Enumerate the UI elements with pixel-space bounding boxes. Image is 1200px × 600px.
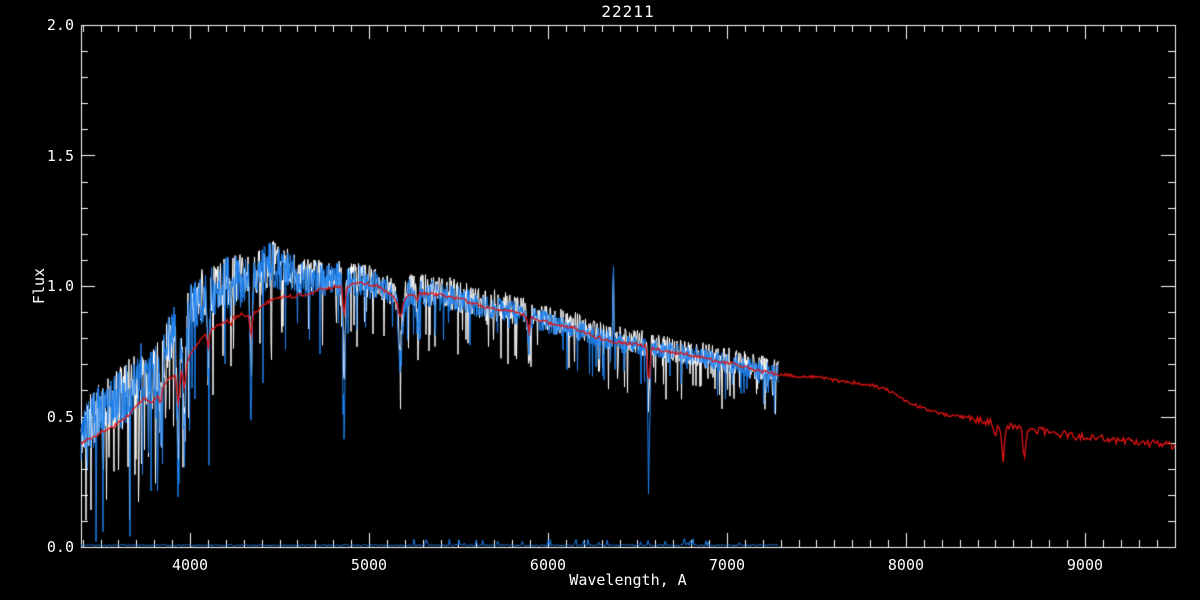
plot-title: 22211: [601, 2, 655, 21]
y-tick-label: 2.0: [46, 16, 74, 34]
x-tick-label: 5000: [350, 556, 388, 574]
x-tick-label: 6000: [529, 556, 567, 574]
x-tick-label: 7000: [708, 556, 746, 574]
y-tick-label: 1.0: [46, 277, 74, 295]
y-tick-label: 0.5: [46, 407, 74, 426]
y-tick-label: 1.5: [46, 146, 74, 165]
x-axis-label: Wavelength, A: [569, 571, 687, 589]
x-tick-label: 4000: [171, 556, 209, 574]
x-tick-label: 9000: [1066, 556, 1104, 574]
x-tick-label: 8000: [887, 556, 925, 574]
y-tick-label: 0.0: [46, 538, 74, 556]
